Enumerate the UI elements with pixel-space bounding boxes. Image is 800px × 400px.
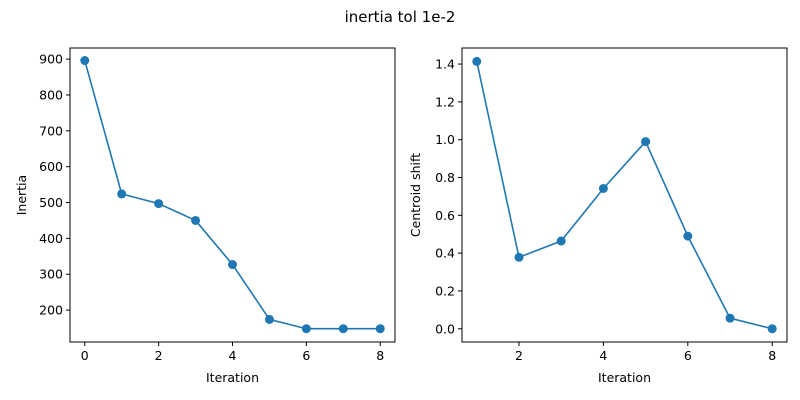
axes-frame (461, 47, 788, 343)
data-point (338, 324, 348, 334)
y-tick-label: 0.6 (435, 208, 455, 223)
x-tick-label: 8 (376, 348, 384, 363)
y-tick-label: 0.8 (435, 170, 455, 185)
x-tick-label: 4 (229, 348, 237, 363)
y-tick-label: 1.2 (435, 94, 455, 109)
y-tick-label: 400 (39, 231, 63, 246)
y-tick-label: 500 (39, 195, 63, 210)
y-tick-label: 800 (39, 87, 63, 102)
y-tick-label: 600 (39, 159, 63, 174)
series-line (84, 60, 381, 330)
data-point (514, 252, 524, 262)
y-tick-label: 200 (39, 303, 63, 318)
data-point (683, 231, 693, 241)
y-tick-label: 0.0 (435, 321, 455, 336)
x-axis-label: Iteration (598, 370, 651, 385)
y-tick-label: 1.0 (435, 132, 455, 147)
figure-title: inertia tol 1e-2 (345, 8, 456, 26)
data-point (556, 236, 566, 246)
data-point (80, 56, 90, 66)
data-point (154, 199, 164, 209)
data-point (375, 324, 385, 334)
y-tick-label: 700 (39, 123, 63, 138)
x-tick-label: 6 (302, 348, 310, 363)
x-tick-label: 8 (768, 348, 776, 363)
y-tick-label: 0.4 (435, 246, 455, 261)
y-tick-label: 300 (39, 267, 63, 282)
data-point (641, 137, 651, 147)
data-point (725, 313, 735, 323)
x-tick-label: 2 (515, 348, 523, 363)
x-tick-label: 0 (81, 348, 89, 363)
y-tick-label: 0.2 (435, 283, 455, 298)
data-point (191, 215, 201, 225)
y-tick-label: 900 (39, 52, 63, 67)
x-tick-label: 4 (599, 348, 607, 363)
y-axis-label: Centroid shift (408, 153, 423, 237)
x-tick-label: 6 (684, 348, 692, 363)
x-tick-label: 2 (155, 348, 163, 363)
data-point (598, 183, 608, 193)
y-tick-label: 1.4 (435, 57, 455, 72)
x-axis-label: Iteration (206, 370, 259, 385)
chart-panel-2: 2 4 6 8 0.0 0.2 0.4 0.6 0.8 1.0 1.2 1.4 Iteration Cen… (408, 47, 788, 385)
data-point (767, 324, 777, 334)
data-point (264, 314, 274, 324)
data-point (472, 56, 482, 66)
series-line (475, 61, 773, 330)
data-point (301, 324, 311, 334)
data-point (228, 260, 237, 270)
data-point (117, 189, 127, 199)
y-axis-label: Inertia (14, 175, 29, 215)
charts-container: 0 2 4 6 8 200 300 400 500 600 700 800 900 Iteration In… (14, 47, 788, 385)
chart-panel-1: 0 2 4 6 8 200 300 400 500 600 700 800 900 Iteration In… (14, 47, 396, 385)
